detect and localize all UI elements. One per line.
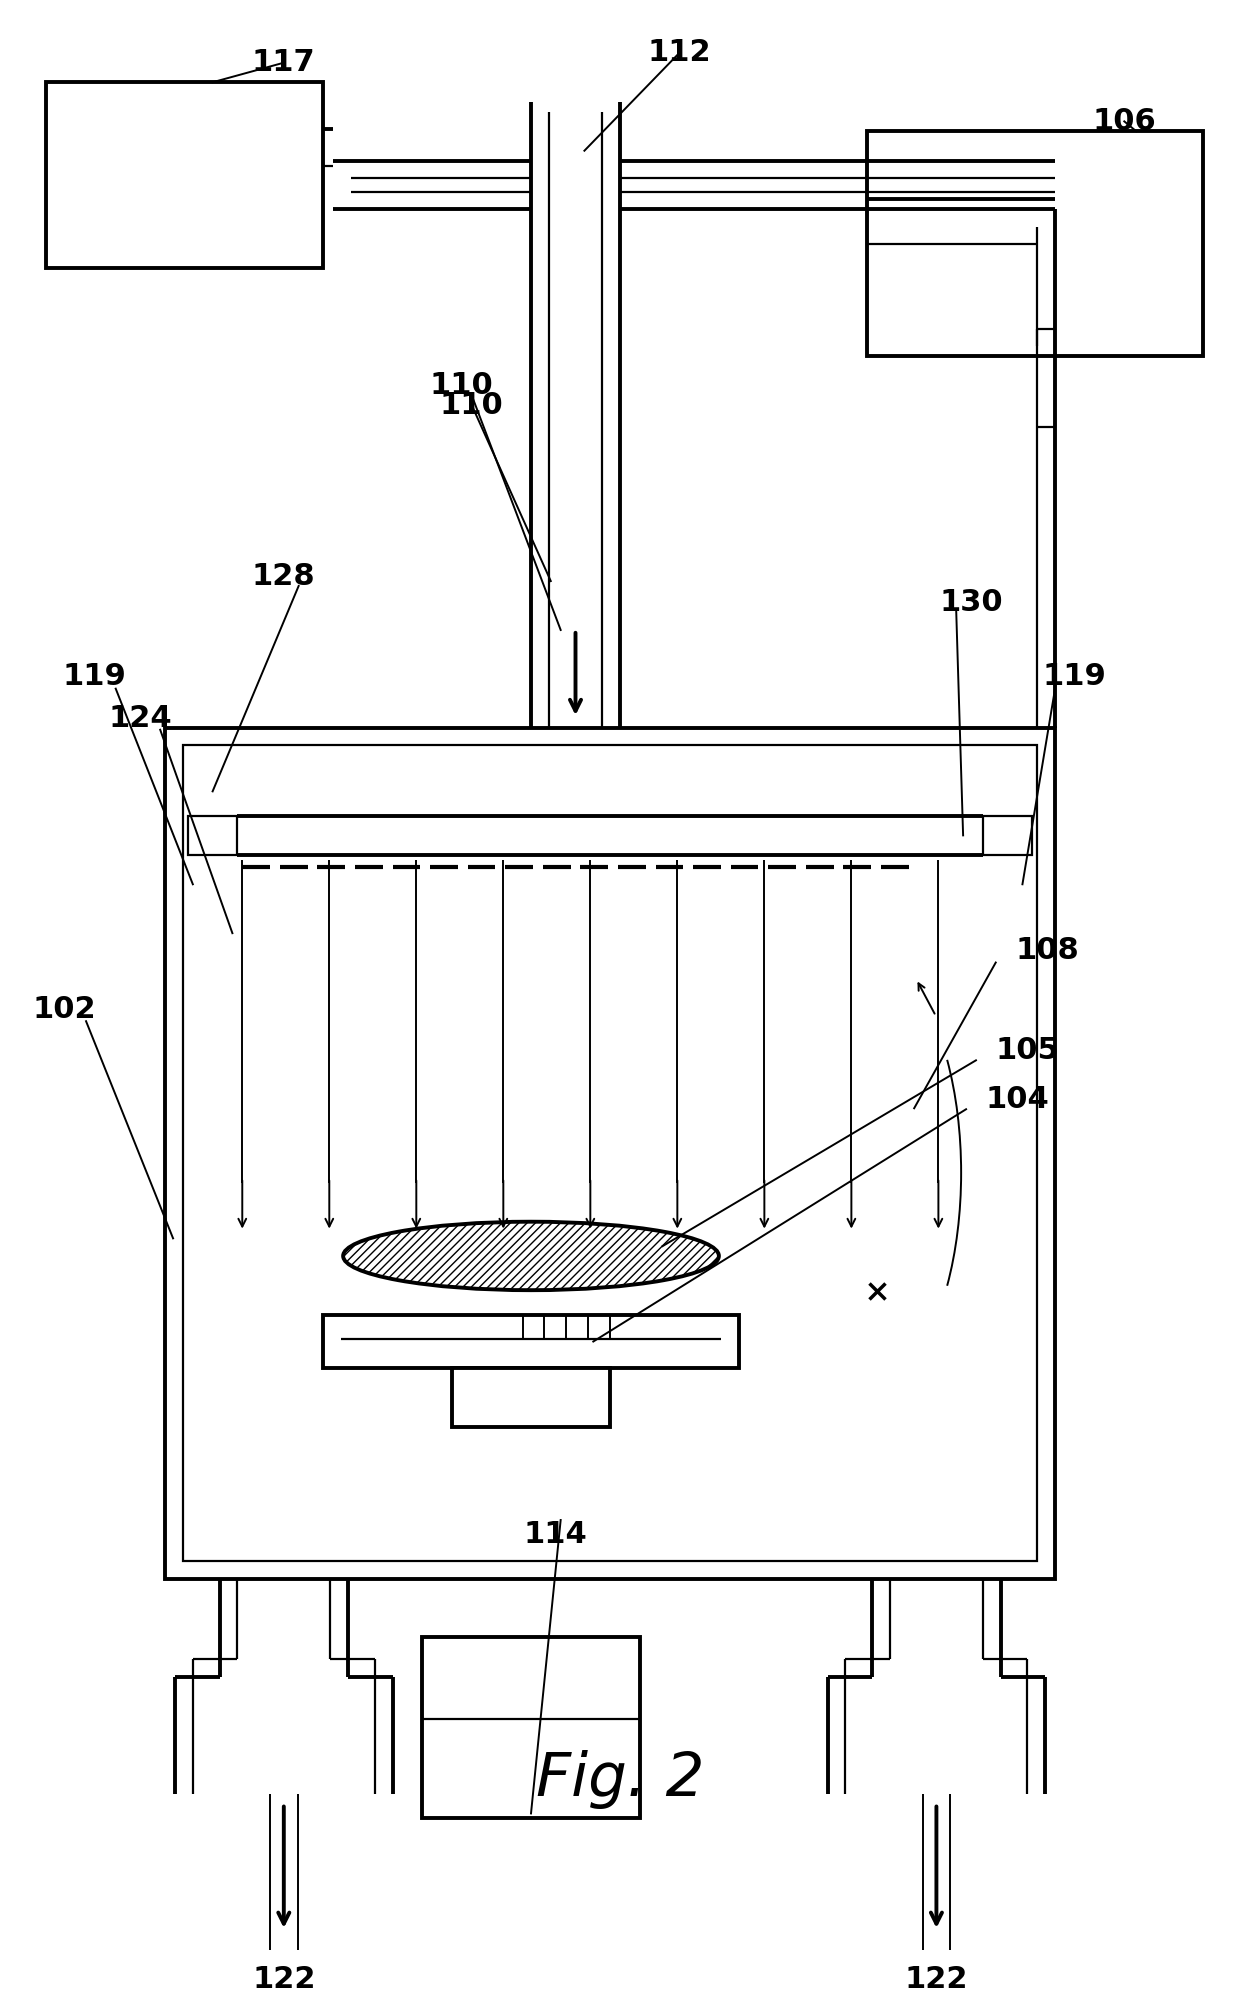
Text: Fig. 2: Fig. 2: [536, 1749, 704, 1809]
Text: 112: 112: [647, 38, 712, 68]
Text: 130: 130: [939, 587, 1003, 617]
FancyBboxPatch shape: [867, 132, 1203, 355]
Text: 119: 119: [1043, 663, 1107, 691]
FancyBboxPatch shape: [188, 817, 237, 855]
Text: 114: 114: [523, 1520, 588, 1550]
Text: 128: 128: [252, 561, 316, 591]
Text: 105: 105: [996, 1036, 1059, 1064]
Text: 102: 102: [32, 995, 97, 1024]
FancyBboxPatch shape: [184, 745, 1038, 1562]
Text: 110: 110: [440, 391, 503, 419]
Text: 106: 106: [1092, 108, 1156, 136]
FancyBboxPatch shape: [451, 1368, 610, 1428]
FancyBboxPatch shape: [423, 1638, 640, 1819]
FancyBboxPatch shape: [46, 82, 324, 268]
Text: 117: 117: [252, 48, 316, 78]
Ellipse shape: [343, 1222, 719, 1290]
Text: 124: 124: [109, 703, 172, 733]
Text: 108: 108: [1016, 937, 1079, 965]
FancyBboxPatch shape: [165, 727, 1055, 1580]
FancyBboxPatch shape: [983, 817, 1033, 855]
Text: 122: 122: [252, 1965, 315, 1995]
Text: 104: 104: [986, 1084, 1049, 1114]
Text: 110: 110: [430, 371, 494, 399]
FancyBboxPatch shape: [324, 1314, 739, 1368]
Text: 119: 119: [62, 663, 126, 691]
Text: 122: 122: [905, 1965, 968, 1995]
